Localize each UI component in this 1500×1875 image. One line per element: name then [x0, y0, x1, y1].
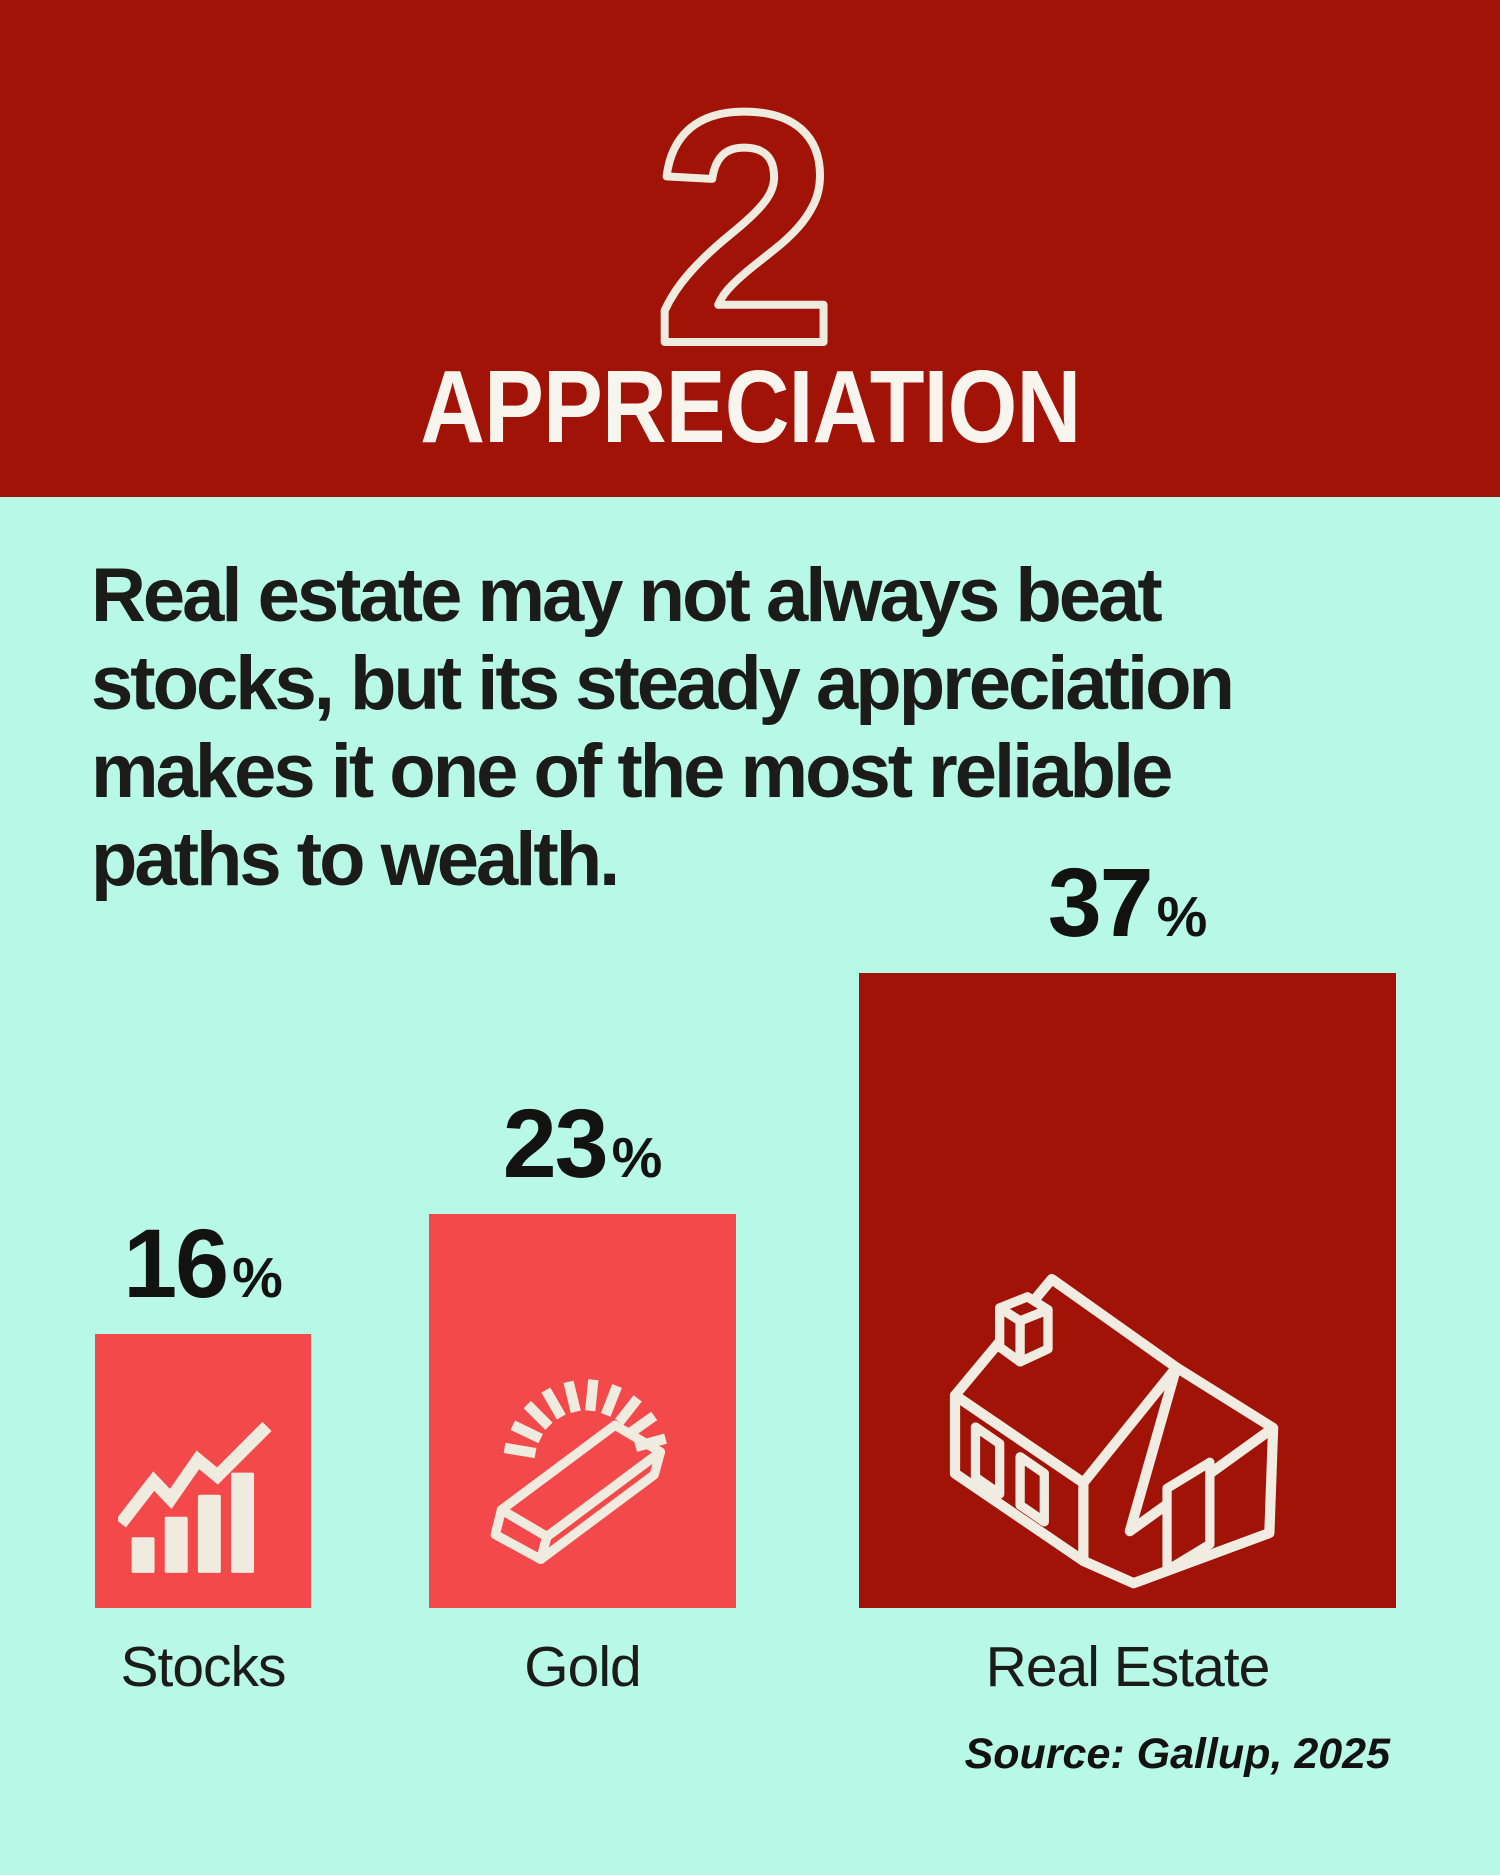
percent-sign: % [232, 1246, 283, 1310]
header-band: 2 APPRECIATION [0, 0, 1500, 497]
gold-bar-icon [490, 1379, 667, 1564]
value-number: 23 [502, 1089, 609, 1198]
headline-line: stocks, but its steady appreciation [91, 641, 1235, 726]
category-label-gold: Gold [524, 1635, 641, 1699]
bar-real-estate [859, 973, 1396, 1608]
bar-stocks [95, 1334, 311, 1608]
bar-gold [429, 1214, 736, 1608]
header-title-row: APPRECIATION [0, 348, 1500, 466]
percent-sign: % [611, 1126, 663, 1190]
value-label-stocks: 16% [95, 1208, 311, 1320]
source-credit: Source: Gallup, 2025 [964, 1730, 1390, 1778]
headline-line: Real estate may not always beat [91, 553, 1163, 638]
percent-sign: % [1156, 885, 1208, 949]
headline-line: makes it one of the most reliable [91, 729, 1173, 814]
hero-number-outline: 2 [649, 39, 841, 416]
header-title: APPRECIATION [419, 349, 1081, 464]
hero-number-text: 2 [653, 43, 837, 412]
value-number: 16 [123, 1209, 229, 1318]
value-label-gold: 23% [429, 1088, 736, 1200]
value-number: 37 [1047, 848, 1154, 957]
house-icon [949, 1273, 1278, 1589]
stocks-growth-icon [118, 1421, 272, 1573]
value-label-real-estate: 37% [859, 847, 1396, 959]
headline-line: paths to wealth. [91, 817, 620, 902]
headline: Real estate may not always beat stocks, … [91, 552, 1235, 904]
category-label-real-estate: Real Estate [985, 1635, 1271, 1699]
category-label-stocks: Stocks [120, 1635, 286, 1699]
